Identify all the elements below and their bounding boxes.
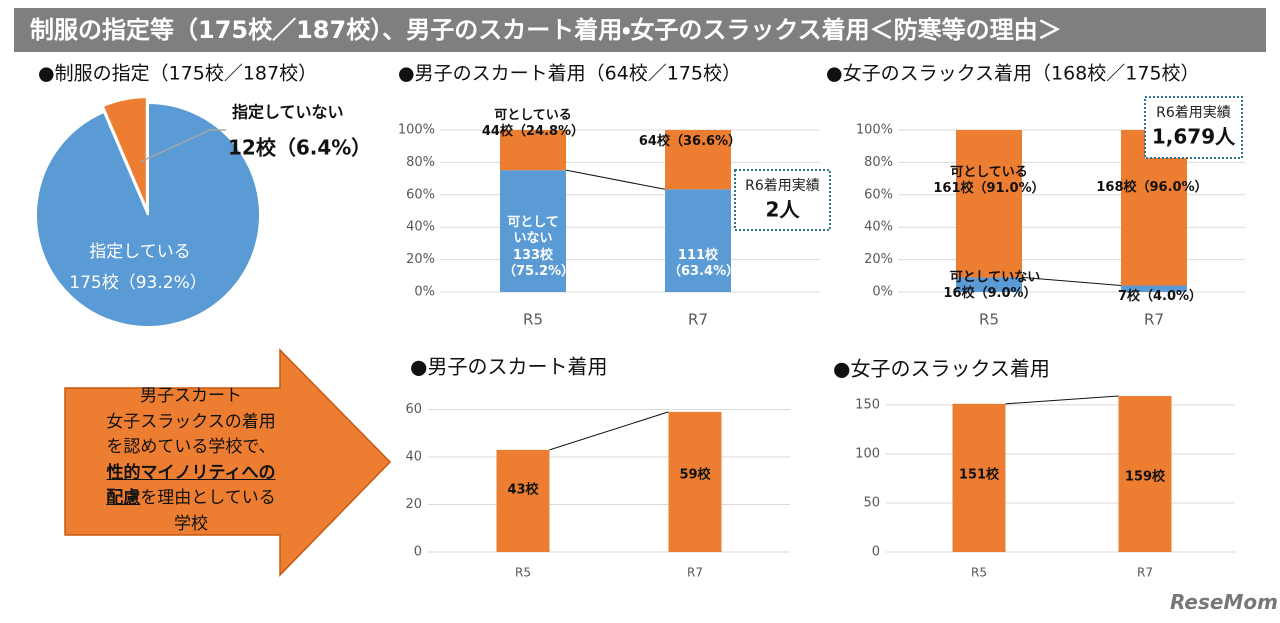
x-tick-label: R5 [971,566,987,580]
x-tick-label: R5 [979,311,999,329]
x-tick-label: R5 [523,311,543,329]
pie-slice [35,101,261,328]
connector [1005,395,1119,405]
bar-segment [1121,285,1187,292]
y-tick-label: 0% [872,285,893,300]
y-tick-label: 80% [864,155,893,170]
value-label: 151校 [959,467,1000,483]
bar-segment [956,277,1022,292]
chart-title: ●男子のスカート着用（64校／175校） [398,63,741,85]
bar-segment [500,170,566,292]
bar [1118,395,1172,552]
pie-value-label: 12校（6.4%） [228,136,371,160]
annotation-value: 1,679人 [1152,125,1236,149]
banner-title: 制服の指定等（175校／187校）、男子のスカート着用・女子のスラックス着用＜防… [14,8,1266,52]
y-tick-label: 0 [414,545,422,560]
bar-segment [665,189,731,292]
y-tick-label: 100% [856,123,893,138]
x-tick-label: R7 [1137,566,1153,580]
y-tick-label: 0 [872,545,880,560]
pie-label: 指定していない [232,103,344,122]
value-label: 159校 [1125,469,1166,485]
pie-slice [101,96,148,210]
connector [565,169,666,190]
bar [668,411,722,552]
chart-title: ●男子のスカート着用 [410,355,607,379]
annotation-label: R6着用実績 [745,177,820,194]
arrow-shape [64,348,392,577]
y-tick-label: 60% [406,187,435,202]
y-tick-label: 100 [855,446,880,461]
bar-segment [500,130,566,171]
bar [496,449,550,552]
y-tick-label: 150 [855,397,880,412]
y-tick-label: 20 [405,497,422,512]
pie-label: 指定している [89,242,191,262]
y-tick-label: 20% [406,252,435,267]
connector [549,411,669,451]
bar-segment [665,130,731,190]
annotation-box [734,169,831,231]
bar-segment [956,130,1022,278]
y-tick-label: 40% [406,220,435,235]
pie-value-label: 175校（93.2%） [69,273,206,293]
x-tick-label: R7 [688,311,708,329]
value-label: 43校 [507,482,539,498]
value-label: 59校 [679,467,711,483]
connector [1021,276,1122,287]
chart-title: ●制服の指定（175校／187校） [38,63,317,85]
chart-title: ●女子のスラックス着用（168校／175校） [826,63,1200,85]
leader-line [139,129,226,163]
x-tick-label: R5 [515,566,531,580]
y-tick-label: 60 [405,402,422,417]
y-tick-label: 40 [405,450,422,465]
y-tick-label: 20% [864,252,893,267]
bar [952,403,1006,552]
y-tick-label: 0% [414,285,435,300]
y-tick-label: 80% [406,155,435,170]
x-tick-label: R7 [1144,311,1164,329]
y-tick-label: 50 [863,495,880,510]
annotation-value: 2人 [766,198,801,222]
y-tick-label: 40% [864,220,893,235]
y-tick-label: 60% [864,187,893,202]
chart-title: ●女子のスラックス着用 [833,357,1050,381]
annotation-label: R6着用実績 [1156,104,1231,121]
annotation-box [1144,96,1243,159]
y-tick-label: 100% [398,123,435,138]
x-tick-label: R7 [687,566,703,580]
